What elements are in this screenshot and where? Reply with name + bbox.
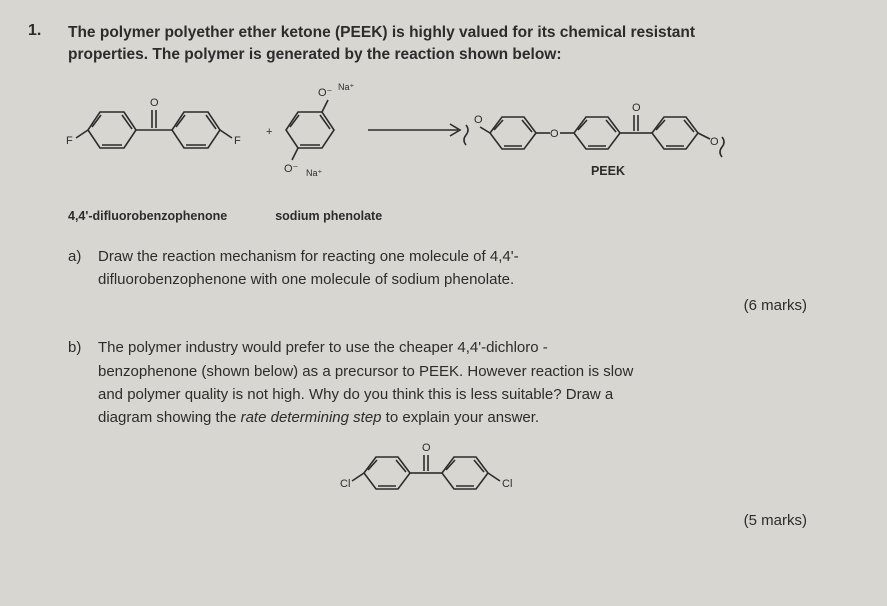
part-b-line3: and polymer quality is not high. Why do … <box>98 386 613 403</box>
part-b-line4-italic: rate determining step <box>241 409 382 426</box>
part-b-letter: b) <box>68 336 86 429</box>
peek-label: PEEK <box>591 164 625 178</box>
intro-text: The polymer polyether ether ketone (PEEK… <box>68 22 847 67</box>
reaction-scheme: F O F + O⁻ Na⁺ <box>68 75 847 205</box>
part-a-marks: (6 marks) <box>40 297 807 314</box>
part-b-line2: benzophenone (shown below) as a precurso… <box>98 363 633 380</box>
part-a-letter: a) <box>68 245 86 292</box>
part-a-line1: Draw the reaction mechanism for reacting… <box>98 248 519 265</box>
question-number: 1. <box>28 22 41 40</box>
atom-o-dichloro: O <box>422 442 431 454</box>
atom-na-bot: Na⁺ <box>306 168 323 178</box>
part-a-line2: difluorobenzophenone with one molecule o… <box>98 271 514 288</box>
atom-cl-right: Cl <box>502 478 512 490</box>
part-b: b) The polymer industry would prefer to … <box>68 336 847 429</box>
dichloro-structure: Cl O Cl <box>40 439 847 506</box>
part-b-line1: The polymer industry would prefer to use… <box>98 339 548 356</box>
reactant-labels: 4,4'-difluorobenzophenone sodium phenola… <box>68 209 847 223</box>
peek-o-mid1: O <box>550 128 559 140</box>
plus-sign: + <box>266 126 272 138</box>
dichloro-svg: Cl O Cl <box>334 439 554 501</box>
atom-o-minus-top: O⁻ <box>318 87 333 99</box>
peek-o-right: O <box>710 136 719 148</box>
part-b-line4b: to explain your answer. <box>382 409 540 426</box>
part-b-text: The polymer industry would prefer to use… <box>98 336 633 429</box>
reactant2-label: sodium phenolate <box>275 209 382 223</box>
reactant1-label: 4,4'-difluorobenzophenone <box>68 209 227 223</box>
peek-o-left: O <box>474 114 483 126</box>
atom-o-minus-bot: O⁻ <box>284 163 299 175</box>
peek-carbonyl-o: O <box>632 102 641 114</box>
intro-line-2: properties. The polymer is generated by … <box>68 46 562 63</box>
atom-na-top: Na⁺ <box>338 82 355 92</box>
atom-o-carbonyl: O <box>150 97 159 109</box>
reaction-arrow <box>368 124 460 136</box>
part-a: a) Draw the reaction mechanism for react… <box>68 245 847 292</box>
atom-cl-left: Cl <box>340 478 350 490</box>
part-b-line4a: diagram showing the <box>98 409 241 426</box>
atom-f-left: F <box>66 135 73 147</box>
part-a-text: Draw the reaction mechanism for reacting… <box>98 245 519 292</box>
scheme-svg: F O F + O⁻ Na⁺ <box>68 75 868 205</box>
part-b-marks: (5 marks) <box>40 512 807 529</box>
intro-line-1: The polymer polyether ether ketone (PEEK… <box>68 24 695 41</box>
atom-f-right: F <box>234 135 241 147</box>
